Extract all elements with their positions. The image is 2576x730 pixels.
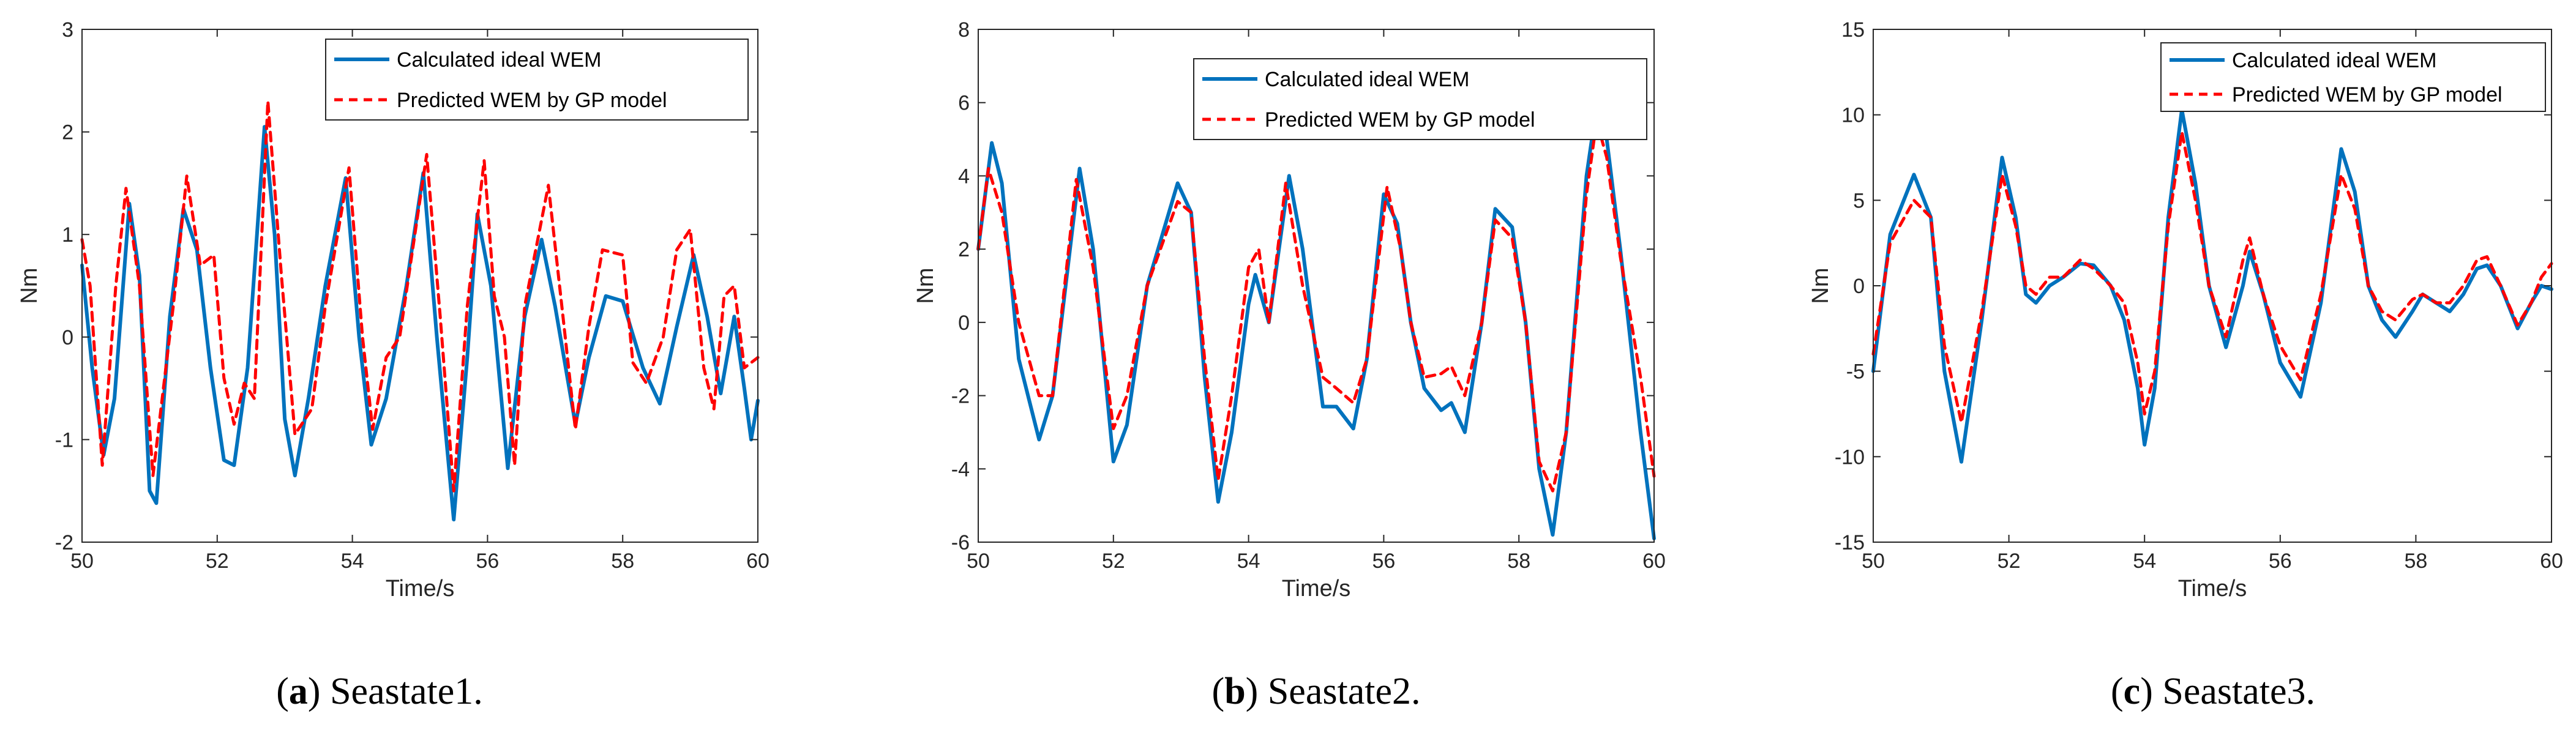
legend-label-ideal: Calculated ideal WEM	[1265, 68, 1469, 91]
x-tick-label: 52	[1102, 549, 1125, 573]
y-tick-label: 6	[958, 92, 970, 115]
x-tick-label: 52	[1998, 549, 2021, 573]
x-tick-label: 54	[2133, 549, 2156, 573]
y-tick-label: 3	[62, 18, 73, 42]
series-line-ideal	[1871, 108, 2553, 464]
y-tick-label: -6	[951, 531, 970, 554]
y-tick-label: -5	[1846, 360, 1865, 384]
x-tick-label: 58	[611, 549, 634, 573]
legend: Calculated ideal WEM Predicted WEM by GP…	[1193, 58, 1647, 140]
legend-label-predicted: Predicted WEM by GP model	[2232, 83, 2503, 106]
caption-text: Seastate2.	[1258, 671, 1420, 712]
chart-panel-seastate1: 50 52 54 56 58 60 -2 -1 0 1 2 3 Time/s Nm Calculate…	[17, 18, 769, 712]
x-tick-label: 56	[2269, 549, 2292, 573]
x-tick-label: 60	[2540, 549, 2563, 573]
x-tick-label: 56	[1372, 549, 1395, 573]
series-line-predicted	[976, 119, 1656, 493]
legend-box	[2160, 42, 2546, 112]
x-tick-label: 56	[476, 549, 499, 573]
axes-frame	[81, 29, 758, 543]
legend-box	[1193, 58, 1647, 140]
legend-label-predicted: Predicted WEM by GP model	[397, 89, 667, 112]
x-tick-label: 50	[967, 549, 990, 573]
figure-caption: (c) Seastate3.	[2111, 671, 2315, 712]
x-tick-label: 60	[1642, 549, 1666, 573]
legend-label-ideal: Calculated ideal WEM	[2232, 49, 2436, 72]
y-tick-label: -2	[951, 385, 970, 408]
y-tick-label: 15	[1841, 18, 1865, 42]
x-tick-label: 60	[746, 549, 769, 573]
y-axis-label: Nm	[1808, 267, 1833, 304]
x-tick-label: 50	[70, 549, 94, 573]
caption-text: Seastate1.	[321, 671, 483, 712]
y-tick-label: 8	[958, 18, 970, 42]
y-tick-label: -15	[1835, 531, 1865, 554]
axes-frame	[978, 29, 1655, 543]
x-axis-label: Time/s	[2178, 576, 2247, 602]
y-tick-label: -2	[55, 531, 73, 554]
y-tick-label: 0	[958, 311, 970, 335]
caption-letter: a	[289, 671, 308, 712]
y-tick-label: 5	[1853, 189, 1865, 212]
x-axis-label: Time/s	[386, 576, 455, 602]
y-axis-label: Nm	[913, 267, 938, 304]
y-tick-label: 1	[62, 223, 73, 247]
chart-panel-seastate3: 50 52 54 56 58 60 -15 -10 -5 0 5 10 15 Time/s Nm Cal…	[1808, 18, 2563, 712]
legend-label-ideal: Calculated ideal WEM	[397, 48, 601, 72]
y-tick-label: 4	[958, 165, 970, 188]
series-line-predicted	[1871, 130, 2553, 424]
y-tick-label: 2	[62, 121, 73, 144]
y-tick-label: 2	[958, 238, 970, 261]
legend: Calculated ideal WEM Predicted WEM by GP…	[325, 39, 749, 121]
chart-panel-seastate2: 50 52 54 56 58 60 -6 -4 -2 0 2 4 6 8 Time/s Nm Calcul…	[913, 18, 1666, 712]
y-tick-label: 0	[1853, 275, 1865, 298]
x-axis-label: Time/s	[1282, 576, 1351, 602]
figure-caption: (a) Seastate1.	[276, 671, 482, 712]
y-tick-label: -10	[1835, 445, 1865, 469]
y-tick-label: -4	[951, 458, 970, 481]
x-tick-label: 54	[1237, 549, 1260, 573]
legend-box	[325, 39, 749, 121]
x-tick-label: 50	[1862, 549, 1885, 573]
caption-letter: b	[1224, 671, 1245, 712]
y-tick-label: 10	[1841, 104, 1865, 127]
legend: Calculated ideal WEM Predicted WEM by GP…	[2160, 42, 2546, 112]
y-tick-label: -1	[55, 428, 73, 452]
figure-caption: (b) Seastate2.	[1212, 671, 1421, 712]
x-tick-label: 58	[1507, 549, 1530, 573]
x-tick-label: 58	[2404, 549, 2427, 573]
y-tick-label: 0	[62, 326, 73, 349]
legend-label-predicted: Predicted WEM by GP model	[1265, 108, 1535, 132]
x-tick-label: 52	[206, 549, 229, 573]
series-line-predicted	[80, 99, 760, 493]
y-axis-label: Nm	[17, 267, 42, 304]
caption-letter: c	[2124, 671, 2141, 712]
x-tick-label: 54	[341, 549, 364, 573]
series-line-ideal	[976, 104, 1656, 540]
caption-text: Seastate3.	[2153, 671, 2315, 712]
